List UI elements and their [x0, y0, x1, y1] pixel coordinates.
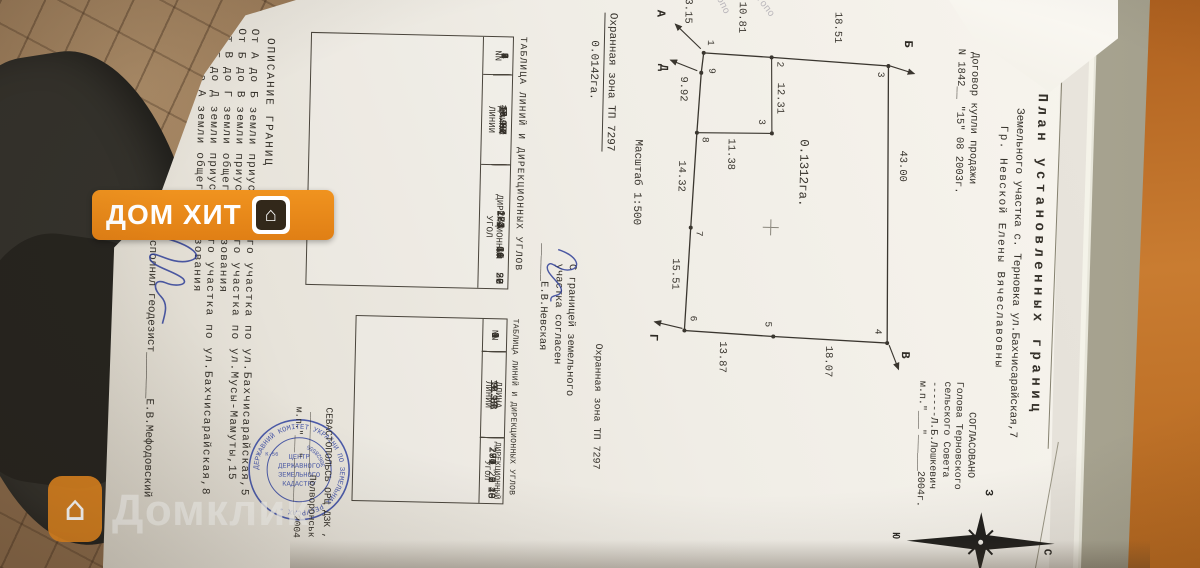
survey-document-page: -10- План установленных границ Земельног…: [0, 0, 1108, 568]
dim-label: 10.81: [735, 2, 748, 34]
point-label: 4: [872, 329, 883, 335]
protection-zone-caption: Охранная зона ТП 7297: [603, 12, 619, 152]
stamp-center-line: ДЕРЖАВНОГО: [278, 463, 320, 471]
dim-label: 9.92: [677, 76, 690, 101]
protection-zone-area: 0.0142га.: [586, 40, 600, 100]
lines-angles-table: NN ДЛИНА ЛИНИИ ДИРЕКЦИОННЫЙ УГОЛ 1 10.81 4…: [305, 32, 514, 290]
vertex-label-d: Д: [656, 64, 670, 72]
vertex-label-b: Б: [901, 40, 915, 48]
grid-cross: [763, 219, 779, 235]
vertex-arrows: [654, 24, 916, 370]
domhit-label: ДОМ ХИТ: [106, 199, 242, 230]
cell-length: 3.15: [480, 352, 506, 439]
ghost-stamp-text-2: Топо: [710, 0, 731, 16]
point-label: 8: [700, 137, 711, 143]
stamp-center-line: ЦЕНТР: [289, 454, 310, 462]
stamp-center-line: ЗЕМЕЛЬНОГО: [278, 472, 320, 480]
dim-label: 11.38: [724, 138, 737, 170]
domhit-watermark-badge: ДОМ ХИТ ⌂: [92, 190, 334, 240]
dim-label: 3.15: [681, 0, 694, 24]
stamp-code: К-56: [265, 451, 278, 458]
scale-label: Масштаб 1:500: [629, 139, 644, 226]
document-subtitle-parcel: Земельного участка с. Терновка ул.Бахчис…: [1006, 107, 1026, 439]
vertex-label-a: А: [653, 10, 667, 18]
contract-line2: N 1842__ "15" 08 2003г.: [951, 48, 967, 194]
domclick-label: Домклик: [112, 486, 310, 535]
dim-label: 18.07: [821, 346, 834, 378]
cell-angle: 277 2 5: [492, 210, 506, 285]
table-row: 5 3.15 277 2 5: [478, 319, 506, 503]
plot-area-label: 0.1312га.: [795, 139, 811, 207]
cell-angle: 277 2 5: [485, 446, 498, 499]
point-label: 1: [705, 40, 716, 46]
zone-lines-angles-table: NN ДЛИНА ЛИНИИ ДИРЕКЦИОННЫЙ УГОЛ 1 10.81 4…: [351, 315, 507, 504]
point-label: 3: [875, 72, 886, 78]
domhit-house-icon: ⌂: [251, 196, 290, 234]
cell-nn: 5: [482, 319, 507, 353]
domclick-house-icon: ⌂: [48, 476, 102, 542]
vertex-label-g: Г: [646, 334, 660, 342]
ghost-stamp-text: Топо: [753, 0, 776, 20]
compass-rose: С З Ю В: [889, 475, 1062, 568]
point-label: 6: [688, 316, 699, 322]
point-label: 5: [762, 321, 773, 327]
compass-north-label: С: [1040, 549, 1052, 556]
plot-boundary: [684, 53, 893, 344]
description-heading: ОПИСАНИЕ ГРАНИЦ: [260, 37, 276, 168]
document-subtitle-owner: Гр. Невской Елены Вячеславовны: [991, 125, 1010, 369]
boundary-point-dots: [682, 51, 896, 346]
contract-line1: Договор купли продажи: [965, 51, 981, 185]
point-label: 7: [694, 231, 705, 237]
vertex-label-v: В: [898, 351, 912, 359]
point-label: 9: [706, 68, 717, 74]
owner-signature: [543, 243, 593, 314]
compass-south-label: Ю: [889, 532, 901, 539]
document-title: План установленных границ: [1026, 93, 1050, 417]
cell-length: 3.15: [491, 75, 512, 165]
zone-table-title: Охранная зона ТП 7297: [589, 343, 604, 470]
point-label: 2: [774, 61, 785, 67]
state-committee-stamp: ДЕРЖАВНИЙ КОМІТЕТ УКРАЇНИ ПО ЗЕМЕЛЬНИХ Р…: [241, 411, 358, 528]
dim-label: 14.32: [675, 160, 688, 192]
dim-label: 43.00: [896, 150, 909, 182]
plot-diagram: Топо Топо 43.00 18.51 10.81: [618, 0, 928, 426]
table2-title: ТАБЛИЦА ЛИНИЙ И ДИРЕКЦИОННЫХ УГЛОВ: [506, 318, 520, 496]
compass-west-label: З: [982, 489, 994, 496]
surveyor-signature: [140, 226, 214, 333]
cell-nn: 9: [493, 37, 513, 75]
stamp-center-line: КАДАСТРУ: [282, 481, 316, 489]
point-label: 3: [756, 119, 767, 125]
dim-label: 12.31: [773, 82, 786, 114]
dim-label: 13.87: [715, 341, 728, 373]
dim-label: 18.51: [831, 12, 844, 44]
table1-title: ТАБЛИЦА ЛИНИЙ И ДИРЕКЦИОННЫХ УГЛОВ: [512, 36, 530, 272]
dim-label: 15.51: [668, 258, 681, 290]
page-bottom-shadow: [290, 540, 1150, 568]
